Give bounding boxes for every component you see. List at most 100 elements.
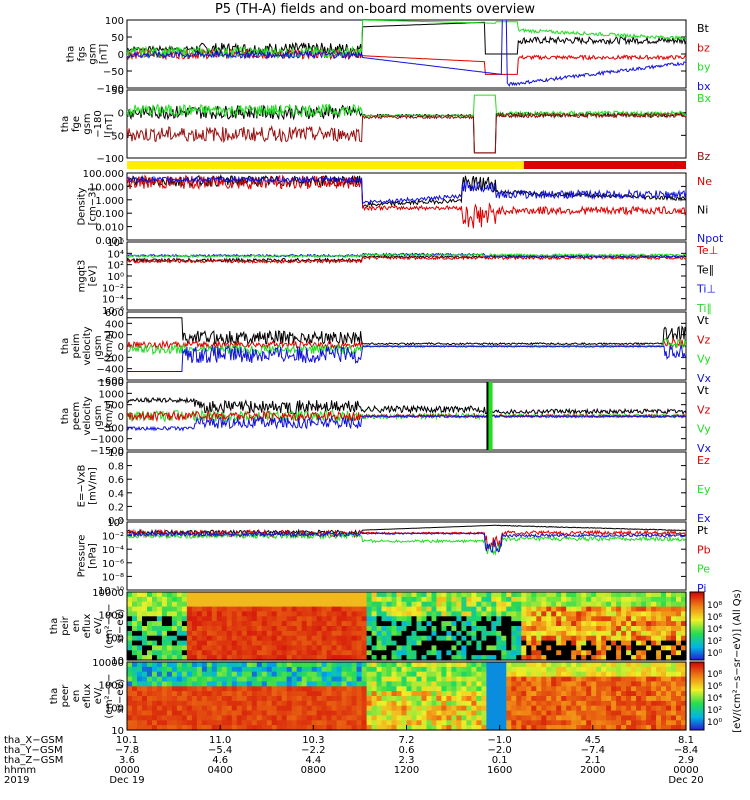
spectro-cell (331, 705, 338, 712)
spectro-cell (271, 635, 278, 642)
spectro-cell (127, 640, 133, 647)
spectro-cell (316, 715, 323, 721)
spectro-cell (261, 655, 268, 661)
panel-frame (126, 89, 687, 159)
spectro-cell (406, 630, 413, 637)
spectro-cell (406, 601, 413, 608)
spectro-cell (142, 705, 148, 712)
spectro-cell (171, 621, 178, 627)
spectro-cell (291, 655, 298, 661)
spectro-cell (356, 676, 363, 683)
ytick-label: 0 (118, 109, 124, 120)
spectro-cell (541, 630, 547, 637)
spectro-cell (611, 725, 617, 731)
spectro-cell (231, 725, 238, 731)
spectro-cell (641, 666, 647, 673)
spectro-cell (221, 715, 228, 721)
colorbar-cell (690, 721, 704, 724)
spectro-cell (366, 596, 373, 603)
spectro-cell (521, 611, 527, 617)
spectro-cell (386, 626, 393, 632)
spectro-cell (681, 676, 687, 683)
spectro-cell (321, 655, 328, 661)
spectro-cell (511, 681, 517, 687)
spectro-cell (441, 720, 447, 726)
spectro-cell (406, 725, 413, 731)
spectro-cell (186, 650, 193, 656)
spectro-cell (586, 601, 592, 608)
spectro-cell (621, 720, 627, 726)
spectro-cell (476, 691, 482, 697)
spectro-cell (416, 676, 423, 683)
spectro-cell (586, 635, 592, 642)
colorbar-cell (690, 603, 704, 607)
ylabel-line: tha (60, 116, 71, 132)
spectro-cell (546, 650, 552, 656)
spectro-cell (132, 691, 138, 697)
spectro-cell (401, 616, 408, 622)
spectro-cell (676, 666, 682, 673)
spectro-cell (466, 696, 472, 702)
spectro-cell (296, 626, 303, 632)
spectro-cell (186, 710, 193, 717)
spectro-cell (496, 635, 502, 642)
spectro-cell (556, 650, 562, 656)
spectro-cell (431, 592, 438, 598)
spectro-cell (286, 686, 293, 692)
ylabel-line: fge (71, 116, 82, 132)
spectro-cell (511, 700, 517, 707)
spectro-cell (216, 611, 223, 617)
spectro-cell (431, 606, 438, 613)
spectro-cell (651, 626, 657, 632)
spectro-cell (351, 621, 358, 627)
spectro-cell (361, 686, 368, 692)
spectro-cell (216, 705, 223, 712)
panel-4-traces (127, 252, 686, 265)
spectro-cell (406, 635, 413, 642)
spectro-cell (531, 662, 537, 668)
spectro-cell (456, 635, 462, 642)
spectro-cell (166, 671, 173, 678)
spectro-cell (181, 705, 188, 712)
spectro-cell (426, 635, 433, 642)
spectro-cell (491, 611, 497, 617)
spectro-cell (471, 650, 477, 656)
spectro-cell (226, 606, 233, 613)
panel-3: 100.00010.0001.0000.1000.0100.001Density… (77, 169, 724, 247)
spectro-cell (616, 616, 622, 622)
spectro-cell (196, 691, 203, 697)
spectro-cell (651, 596, 657, 603)
spectro-cell (147, 700, 153, 707)
spectro-cell (261, 611, 268, 617)
spectro-cell (391, 691, 398, 697)
spectro-cell (286, 666, 293, 673)
spectro-cell (226, 621, 233, 627)
spectro-cell (611, 606, 617, 613)
spectro-cell (351, 596, 358, 603)
spectro-cell (406, 626, 413, 632)
spectro-cell (446, 626, 452, 632)
spectro-cell (456, 725, 462, 731)
spectro-cell (451, 725, 457, 731)
ytick-label: 10⁻⁸ (102, 572, 124, 583)
spectro-cell (306, 662, 313, 668)
spectro-cell (476, 666, 482, 673)
spectro-cell (366, 621, 373, 627)
spectro-cell (416, 601, 423, 608)
spectro-cell (526, 601, 532, 608)
spectro-cell (486, 616, 492, 622)
spectro-cell (646, 666, 652, 673)
spectro-cell (271, 626, 278, 632)
spectro-cell (676, 686, 682, 692)
spectro-cell (186, 635, 193, 642)
spectro-cell (476, 686, 482, 692)
spectro-cell (266, 671, 273, 678)
spectro-cell (156, 655, 163, 661)
spectro-cell (211, 676, 218, 683)
colorbar-cell (690, 624, 704, 627)
spectro-cell (486, 676, 492, 683)
spectro-cell (506, 630, 512, 637)
spectro-cell (321, 705, 328, 712)
spectro-cell (501, 650, 507, 656)
spectro-cell (676, 671, 682, 678)
